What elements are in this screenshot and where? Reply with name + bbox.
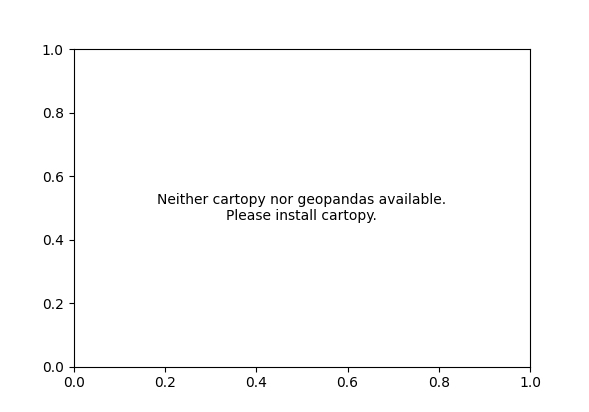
- Text: Neither cartopy nor geopandas available.
Please install cartopy.: Neither cartopy nor geopandas available.…: [157, 193, 446, 223]
